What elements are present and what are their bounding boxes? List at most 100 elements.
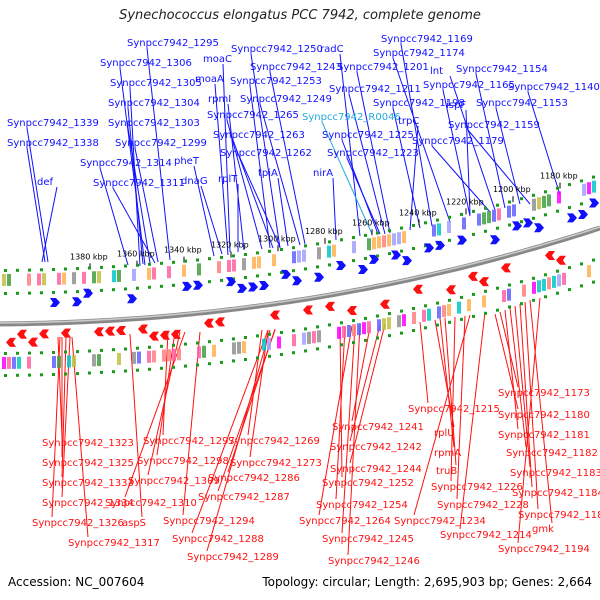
bottom-gene-label[interactable]: Synpcc7942_1246	[328, 556, 420, 567]
bottom-gene-label[interactable]: Synpcc7942_1215	[408, 404, 500, 415]
top-gene-label[interactable]: Synpcc7942_1179	[412, 136, 504, 147]
bottom-gene-label[interactable]: Synpcc7942_1254	[316, 500, 408, 511]
bottom-gene-label[interactable]: Synpcc7942_1294	[163, 516, 255, 527]
top-gene-label[interactable]: Synpcc7942_1299	[115, 138, 207, 149]
top-gene-label[interactable]: Synpcc7942_1304	[108, 98, 200, 109]
bottom-gene-label[interactable]: Synpcc7942_1326	[32, 518, 124, 529]
bottom-gene-label[interactable]: Synpcc7942_1242	[330, 442, 422, 453]
top-gene-label[interactable]: Synpcc7942_1159	[448, 120, 540, 131]
top-gene-label[interactable]: rpmI	[208, 94, 231, 105]
bottom-gene-label[interactable]: rplU	[434, 428, 455, 439]
bottom-gene-label[interactable]: Synpcc7942_1184	[512, 488, 600, 499]
bottom-gene-label[interactable]: Synpcc7942_1289	[187, 552, 279, 563]
outer-marker-dot	[400, 226, 403, 230]
bottom-gene-label[interactable]: Synpcc7942_1287	[198, 492, 290, 503]
top-gene-label[interactable]: Synpcc7942_R0046	[302, 112, 401, 123]
top-gene-label[interactable]: Synpcc7942_1153	[476, 98, 568, 109]
bottom-gene-label[interactable]: gmk	[532, 524, 554, 535]
top-gene-label[interactable]: Synpcc7942_1198	[373, 98, 465, 109]
bottom-gene-label[interactable]: Synpcc7942_1286	[208, 473, 300, 484]
bottom-gene-label[interactable]: Synpcc7942_1297	[143, 436, 235, 447]
top-gene-label[interactable]: lnt	[430, 66, 443, 77]
top-gene-label[interactable]: Synpcc7942_1174	[373, 48, 465, 59]
bottom-gene-label[interactable]: Synpcc7942_1273	[230, 458, 322, 469]
bottom-gene-label[interactable]: Synpcc7942_1298	[137, 456, 229, 467]
bottom-gene-label[interactable]: Synpcc7942_1183	[510, 468, 600, 479]
top-gene-label[interactable]: Synpcc7942_1154	[456, 64, 548, 75]
top-label-leader	[222, 63, 231, 253]
top-gene-label[interactable]: Synpcc7942_1265	[207, 110, 299, 121]
top-gene-label[interactable]: Synpcc7942_1211	[329, 84, 421, 95]
top-gene-label[interactable]: rplT	[218, 174, 238, 185]
top-gene-label[interactable]: Synpcc7942_1303	[108, 118, 200, 129]
feature-block-forward	[582, 183, 586, 196]
top-gene-label[interactable]: trpC	[398, 116, 419, 127]
top-gene-label[interactable]: Synpcc7942_1295	[127, 38, 219, 49]
bottom-gene-label[interactable]: Synpcc7942_1323	[42, 438, 134, 449]
bottom-gene-label[interactable]: Synpcc7942_1241	[332, 422, 424, 433]
top-gene-label[interactable]: Synpcc7942_1169	[381, 34, 473, 45]
top-gene-label[interactable]: Synpcc7942_1201	[337, 62, 429, 73]
bottom-gene-label[interactable]: Synpcc7942_1182	[506, 448, 598, 459]
top-gene-label[interactable]: radC	[320, 44, 344, 55]
top-gene-label[interactable]: Synpcc7942_1253	[230, 76, 322, 87]
top-gene-label[interactable]: Synpcc7942_1314	[80, 158, 172, 169]
bottom-gene-label[interactable]: Synpcc7942_1181	[498, 430, 590, 441]
top-gene-label[interactable]: Synpcc7942_1250	[231, 44, 323, 55]
bottom-gene-label[interactable]: Synpcc7942_1214	[440, 530, 532, 541]
bottom-gene-label[interactable]: Synpcc7942_1194	[498, 544, 590, 555]
top-gene-label[interactable]: Synpcc7942_1305	[110, 78, 202, 89]
top-gene-label[interactable]: moaC	[203, 54, 232, 65]
outer-marker-dot	[544, 190, 547, 194]
top-gene-label[interactable]: Synpcc7942_1338	[7, 138, 99, 149]
top-gene-label[interactable]: ispF	[446, 100, 466, 111]
top-gene-label[interactable]: Synpcc7942_1243	[250, 62, 342, 73]
bottom-gene-label[interactable]: truB	[436, 466, 457, 477]
bottom-gene-label[interactable]: Synpcc7942_1245	[322, 534, 414, 545]
top-gene-label[interactable]: Synpcc7942_1263	[213, 130, 305, 141]
feature-block-forward	[182, 264, 186, 277]
feature-block-forward	[532, 198, 536, 211]
bottom-gene-label[interactable]: Synpcc7942_1252	[322, 478, 414, 489]
top-gene-label[interactable]: Synpcc7942_1339	[7, 118, 99, 129]
bottom-gene-label[interactable]: Synpcc7942_1173	[498, 388, 590, 399]
bottom-gene-label[interactable]: Synpcc7942_1309	[128, 476, 220, 487]
top-label-leader	[214, 83, 229, 256]
inner-marker-dot	[580, 262, 583, 266]
reverse-gene-arrow	[149, 331, 159, 341]
scale-tick-label: 1380 kbp	[70, 252, 108, 261]
bottom-gene-label[interactable]: Synpcc7942_1334	[42, 498, 134, 509]
top-gene-label[interactable]: moaA	[195, 74, 224, 85]
top-gene-label[interactable]: Synpcc7942_1223	[327, 148, 419, 159]
top-gene-label[interactable]: def	[37, 177, 54, 188]
bottom-gene-label[interactable]: Synpcc7942_1288	[172, 534, 264, 545]
inner-marker-dot	[388, 312, 391, 316]
bottom-gene-label[interactable]: Synpcc7942_1228	[437, 500, 529, 511]
bottom-gene-label[interactable]: Synpcc7942_1180	[498, 410, 590, 421]
bottom-gene-label[interactable]: Synpcc7942_1269	[228, 436, 320, 447]
bottom-gene-label[interactable]: Synpcc7942_1310	[105, 498, 197, 509]
top-gene-label[interactable]: Synpcc7942_1140	[508, 82, 600, 93]
bottom-gene-label[interactable]: Synpcc7942_1333	[42, 478, 134, 489]
inner-marker-dot	[352, 319, 355, 323]
top-gene-label[interactable]: Synpcc7942_1249	[240, 94, 332, 105]
top-gene-label[interactable]: Synpcc7942_1306	[100, 58, 192, 69]
top-gene-label[interactable]: pheT	[174, 156, 200, 167]
top-gene-label[interactable]: Synpcc7942_1165	[423, 80, 515, 91]
top-gene-label[interactable]: Synpcc7942_1262	[220, 148, 312, 159]
top-gene-label[interactable]: dnaG	[181, 176, 208, 187]
bottom-gene-label[interactable]: aspS	[122, 518, 146, 529]
bottom-gene-label[interactable]: Synpcc7942_1187	[518, 510, 600, 521]
bottom-gene-label[interactable]: Synpcc7942_1234	[394, 516, 486, 527]
top-gene-label[interactable]: tpiA	[258, 168, 278, 179]
bottom-gene-label[interactable]: Synpcc7942_1325	[42, 458, 134, 469]
bottom-gene-label[interactable]: Synpcc7942_1244	[330, 464, 422, 475]
bottom-gene-label[interactable]: Synpcc7942_1264	[299, 516, 391, 527]
bottom-gene-label[interactable]: rpmA	[434, 448, 461, 459]
bottom-gene-label[interactable]: Synpcc7942_1317	[68, 538, 160, 549]
top-label-leader	[127, 127, 151, 264]
top-gene-label[interactable]: nirA	[313, 168, 333, 179]
top-gene-label[interactable]: Synpcc7942_1311	[93, 178, 185, 189]
top-gene-label[interactable]: Synpcc7942_1225	[322, 130, 414, 141]
bottom-gene-label[interactable]: Synpcc7942_1226	[431, 482, 523, 493]
